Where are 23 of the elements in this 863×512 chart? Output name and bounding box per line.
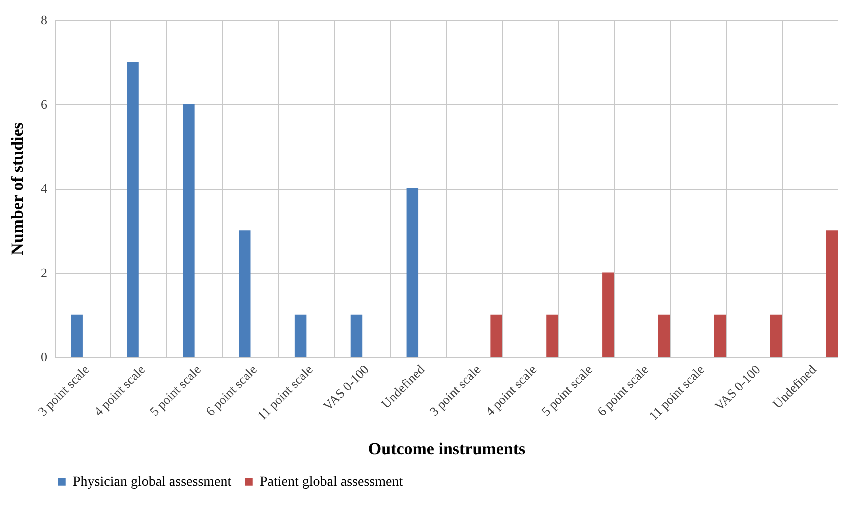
bar [658, 314, 670, 357]
bar [183, 104, 195, 357]
bar [127, 62, 139, 357]
bar [826, 230, 838, 357]
y-tick-label: 4 [41, 181, 48, 196]
x-axis-title: Outcome instruments [368, 439, 526, 458]
bar [350, 314, 363, 357]
bar [406, 188, 419, 357]
legend-label: Patient global assessment [260, 475, 404, 490]
bar [602, 272, 614, 357]
bar [770, 314, 782, 357]
y-tick-label: 0 [41, 350, 48, 364]
bar [714, 314, 726, 357]
y-tick-label: 8 [41, 12, 48, 28]
y-axis-title: Number of studies [8, 122, 27, 256]
bar [71, 314, 83, 357]
y-tick-label: 6 [41, 96, 48, 112]
legend-label: Physician global assessment [73, 475, 232, 490]
bar [294, 314, 307, 357]
bar [239, 230, 251, 357]
y-tick-label: 2 [41, 265, 48, 280]
bar [490, 314, 502, 357]
bar [546, 314, 558, 357]
